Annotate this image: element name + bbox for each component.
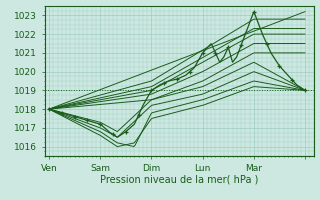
X-axis label: Pression niveau de la mer( hPa ): Pression niveau de la mer( hPa ) [100, 174, 258, 184]
